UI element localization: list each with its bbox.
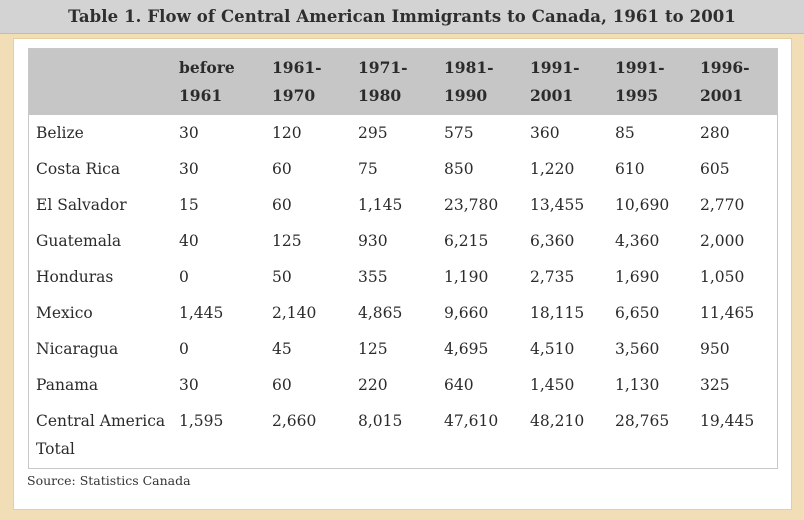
table-row: Belize 30 120 295 575 360 85 280 [29, 115, 777, 151]
table-container: before 1961 1961- 1970 1971- 1980 1981- … [28, 48, 778, 469]
table-panel: before 1961 1961- 1970 1971- 1980 1981- … [13, 38, 792, 510]
table-row: Guatemala 40 125 930 6,215 6,360 4,360 2… [29, 223, 777, 259]
table-cell: 50 [272, 268, 292, 286]
table-cell: Panama [36, 376, 99, 394]
table-cell: 8,015 [358, 412, 403, 430]
table-cell: 60 [272, 376, 292, 394]
table-row: Costa Rica 30 60 75 850 1,220 610 605 [29, 151, 777, 187]
table-row: El Salvador 15 60 1,145 23,780 13,455 10… [29, 187, 777, 223]
table-row: Nicaragua 0 45 125 4,695 4,510 3,560 950 [29, 331, 777, 367]
table-cell: 4,695 [444, 340, 489, 358]
table-cell: Belize [36, 124, 84, 142]
table-cell: 1,190 [444, 268, 489, 286]
table-cell: 6,360 [530, 232, 575, 250]
table-cell: Costa Rica [36, 160, 121, 178]
table-cell: 23,780 [444, 196, 499, 214]
header-row: before 1961 1961- 1970 1971- 1980 1981- … [29, 49, 777, 115]
table-cell: 930 [358, 232, 388, 250]
table-cell: 47,610 [444, 412, 499, 430]
table-cell: 18,115 [530, 304, 585, 322]
table-cell: 120 [272, 124, 302, 142]
table-cell: 355 [358, 268, 388, 286]
table-cell: 30 [179, 376, 199, 394]
table-cell: 4,360 [615, 232, 660, 250]
column-header-before-1961: before 1961 [179, 58, 235, 105]
title-bar: Table 1. Flow of Central American Immigr… [0, 0, 804, 34]
table-cell: 2,000 [700, 232, 745, 250]
table-cell: 3,560 [615, 340, 660, 358]
table-cell: 125 [358, 340, 388, 358]
table-cell: 28,765 [615, 412, 670, 430]
table-cell: 9,660 [444, 304, 489, 322]
immigrants-table: before 1961 1961- 1970 1971- 1980 1981- … [29, 49, 777, 463]
table-cell: 1,595 [179, 412, 224, 430]
table-cell: 2,770 [700, 196, 745, 214]
column-header-1981-1990: 1981- 1990 [444, 58, 494, 105]
table-cell: Nicaragua [36, 340, 119, 358]
table-cell: 325 [700, 376, 730, 394]
table-cell: 4,865 [358, 304, 403, 322]
table-cell: 15 [179, 196, 199, 214]
table-cell: 40 [179, 232, 199, 250]
table-cell: 1,690 [615, 268, 660, 286]
table-cell: 1,130 [615, 376, 660, 394]
table-cell: 45 [272, 340, 292, 358]
table-cell: 10,690 [615, 196, 670, 214]
table-cell: 1,450 [530, 376, 575, 394]
total-row: Central America Total 1,595 2,660 8,015 … [29, 403, 777, 463]
table-cell: 125 [272, 232, 302, 250]
table-cell: Guatemala [36, 232, 122, 250]
column-header-1971-1980: 1971- 1980 [358, 58, 408, 105]
table-cell: El Salvador [36, 196, 127, 214]
table-cell: Central America Total [36, 412, 166, 458]
table-cell: 4,510 [530, 340, 575, 358]
table-cell: 2,735 [530, 268, 575, 286]
table-cell: 30 [179, 160, 199, 178]
table-cell: 1,445 [179, 304, 224, 322]
table-cell: 640 [444, 376, 474, 394]
column-header-1996-2001: 1996- 2001 [700, 58, 750, 105]
table-cell: 60 [272, 160, 292, 178]
table-cell: 6,650 [615, 304, 660, 322]
table-cell: 2,660 [272, 412, 317, 430]
table-row: Panama 30 60 220 640 1,450 1,130 325 [29, 367, 777, 403]
page-title: Table 1. Flow of Central American Immigr… [68, 7, 736, 26]
table-cell: 30 [179, 124, 199, 142]
table-cell: 295 [358, 124, 388, 142]
table-cell: 1,145 [358, 196, 403, 214]
table-cell: 1,220 [530, 160, 575, 178]
table-cell: 0 [179, 268, 189, 286]
table-cell: 605 [700, 160, 730, 178]
table-cell: Mexico [36, 304, 93, 322]
source-note: Source: Statistics Canada [27, 473, 191, 488]
table-cell: 11,465 [700, 304, 755, 322]
table-cell: 2,140 [272, 304, 317, 322]
column-header-1961-1970: 1961- 1970 [272, 58, 322, 105]
table-cell: 950 [700, 340, 730, 358]
table-cell: Honduras [36, 268, 114, 286]
table-cell: 19,445 [700, 412, 755, 430]
column-header-country [29, 49, 172, 115]
table-frame: before 1961 1961- 1970 1971- 1980 1981- … [0, 34, 804, 520]
table-cell: 6,215 [444, 232, 489, 250]
table-row: Mexico 1,445 2,140 4,865 9,660 18,115 6,… [29, 295, 777, 331]
table-cell: 75 [358, 160, 378, 178]
table-row: Honduras 0 50 355 1,190 2,735 1,690 1,05… [29, 259, 777, 295]
table-cell: 0 [179, 340, 189, 358]
table-cell: 60 [272, 196, 292, 214]
table-cell: 48,210 [530, 412, 585, 430]
column-header-1991-1995: 1991- 1995 [615, 58, 665, 105]
table-cell: 280 [700, 124, 730, 142]
table-cell: 575 [444, 124, 474, 142]
table-cell: 13,455 [530, 196, 585, 214]
table-cell: 360 [530, 124, 560, 142]
table-cell: 850 [444, 160, 474, 178]
column-header-1991-2001: 1991- 2001 [530, 58, 580, 105]
table-cell: 610 [615, 160, 645, 178]
table-cell: 1,050 [700, 268, 745, 286]
table-cell: 85 [615, 124, 635, 142]
table-cell: 220 [358, 376, 388, 394]
